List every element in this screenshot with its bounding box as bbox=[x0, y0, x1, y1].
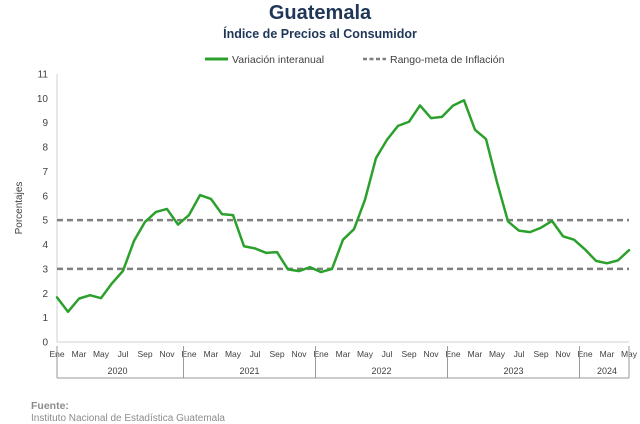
x-tick-label: Sep bbox=[137, 349, 152, 359]
series-line bbox=[55, 99, 631, 314]
x-tick-label: Mar bbox=[468, 349, 483, 359]
y-tick-label: 4 bbox=[42, 240, 48, 251]
legend-label-series: Variación interanual bbox=[232, 54, 324, 66]
x-tick-label: Mar bbox=[600, 349, 615, 359]
y-tick-label: 7 bbox=[42, 167, 48, 178]
x-tick-label: Nov bbox=[423, 349, 439, 359]
x-tick-label: Ene bbox=[181, 349, 196, 359]
x-tick-label: Nov bbox=[555, 349, 571, 359]
x-tick-label: Sep bbox=[533, 349, 548, 359]
x-tick-label: Jul bbox=[250, 349, 261, 359]
chart-subtitle: Índice de Precios al Consumidor bbox=[223, 27, 417, 41]
y-axis: 0 1 2 3 4 5 6 7 8 9 10 11 bbox=[37, 70, 58, 349]
y-tick-label: 1 bbox=[42, 313, 48, 324]
legend-label-band: Rango-meta de Inflación bbox=[390, 54, 505, 66]
year-label: 2024 bbox=[597, 366, 617, 376]
source-label: Fuente: bbox=[31, 400, 69, 412]
y-tick-label: 10 bbox=[37, 94, 49, 105]
x-tick-label: Nov bbox=[291, 349, 307, 359]
y-tick-label: 6 bbox=[42, 191, 48, 202]
y-tick-label: 5 bbox=[42, 216, 48, 227]
y-tick-label: 8 bbox=[42, 143, 48, 154]
x-tick-label: Sep bbox=[269, 349, 284, 359]
x-tick-label: May bbox=[489, 349, 506, 359]
y-tick-label: 11 bbox=[38, 70, 49, 81]
legend: Variación interanual Rango-meta de Infla… bbox=[205, 54, 505, 66]
y-axis-label: Porcentajes bbox=[14, 182, 25, 235]
x-tick-label: Mar bbox=[72, 349, 87, 359]
x-tick-label: Sep bbox=[401, 349, 416, 359]
x-axis: Ene Mar May Jul Sep Nov Ene Mar May Jul Sep Nov Ene M… bbox=[49, 341, 638, 379]
year-label: 2022 bbox=[371, 366, 391, 376]
chart-title: Guatemala bbox=[268, 2, 372, 24]
x-tick-label: Ene bbox=[313, 349, 328, 359]
target-range-lines bbox=[57, 218, 629, 271]
year-label: 2021 bbox=[239, 366, 259, 376]
x-tick-label: May bbox=[357, 349, 374, 359]
x-tick-label: May bbox=[93, 349, 110, 359]
y-tick-label: 3 bbox=[42, 264, 48, 275]
source-text: Instituto Nacional de Estadística Guatem… bbox=[31, 413, 225, 424]
x-tick-label: Jul bbox=[514, 349, 525, 359]
x-tick-label: Mar bbox=[336, 349, 351, 359]
y-tick-label: 9 bbox=[42, 118, 48, 129]
year-label: 2023 bbox=[503, 366, 523, 376]
x-tick-label: Ene bbox=[445, 349, 460, 359]
x-tick-label: Jul bbox=[382, 349, 393, 359]
x-tick-label: Nov bbox=[159, 349, 175, 359]
y-tick-label: 2 bbox=[42, 289, 48, 300]
x-tick-label: Mar bbox=[204, 349, 219, 359]
x-tick-label: May bbox=[225, 349, 242, 359]
year-label: 2020 bbox=[107, 366, 127, 376]
x-tick-label: Jul bbox=[118, 349, 129, 359]
series-lines bbox=[55, 99, 631, 314]
line-chart: Variación interanual Rango-meta de Infla… bbox=[14, 54, 638, 379]
y-tick-label: 0 bbox=[42, 338, 48, 349]
x-tick-label: Ene bbox=[577, 349, 592, 359]
